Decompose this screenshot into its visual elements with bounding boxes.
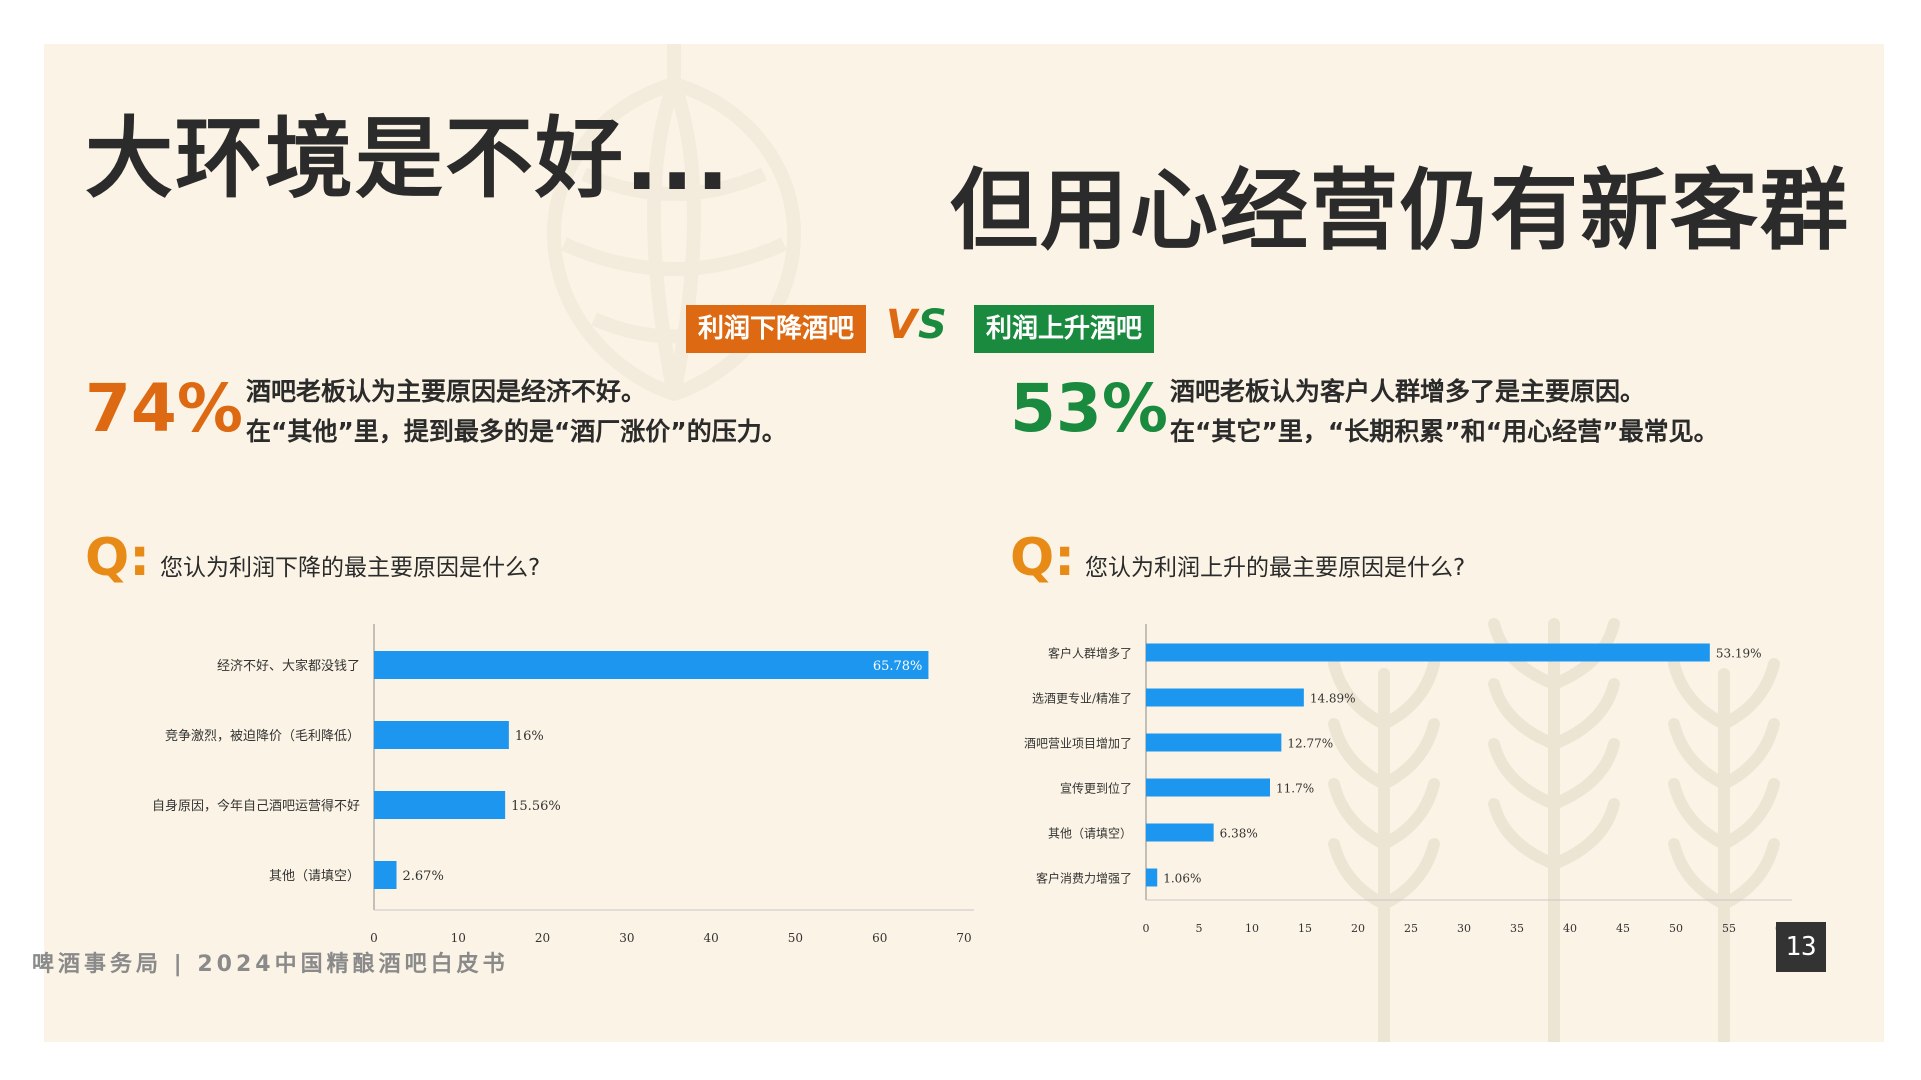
chart-category-label: 其他（请填空）	[1048, 827, 1132, 841]
chart-profit-up: 客户人群增多了 53.19% 选酒更专业/精准了 14.89% 酒吧营业项目增加了 12.…	[1024, 624, 1792, 935]
chart-category-label: 客户人群增多了	[1048, 646, 1132, 661]
title-left: 大环境是不好...	[85, 107, 732, 210]
chart-data-label: 1.06%	[1163, 872, 1201, 886]
chart-data-label: 65.78%	[873, 659, 923, 674]
chart-x-tick-label: 25	[1404, 922, 1418, 935]
slide	[44, 44, 1884, 1042]
chart-x-tick-label: 5	[1196, 922, 1203, 935]
left-desc-line2: 在“其他”里，提到最多的是“酒厂涨价”的压力。	[246, 417, 787, 446]
right-big-percent: 53%	[1010, 370, 1168, 447]
chart-data-label: 12.77%	[1287, 737, 1333, 751]
chart-category-label: 宣传更到位了	[1060, 781, 1132, 796]
right-q-mark: Q:	[1010, 528, 1075, 588]
chart-x-tick-label: 50	[1669, 922, 1683, 935]
right-desc-line1: 酒吧老板认为客户人群增多了是主要原因。	[1170, 377, 1646, 406]
chart-x-tick-label: 10	[1245, 922, 1259, 935]
chart-data-label: 14.89%	[1310, 692, 1356, 706]
right-description: 酒吧老板认为客户人群增多了是主要原因。 在“其它”里，“长期积累”和“用心经营”…	[1170, 372, 1719, 452]
chart-bar	[374, 721, 509, 749]
chart-data-label: 15.56%	[511, 799, 561, 814]
title-right: 但用心经营仍有新客群	[950, 159, 1851, 262]
chart-x-tick-label: 0	[370, 931, 378, 945]
chart-data-label: 2.67%	[403, 869, 444, 884]
vs-v: V	[886, 302, 918, 348]
hop-cone-icon	[547, 44, 801, 401]
left-question: 您认为利润下降的最主要原因是什么?	[160, 555, 541, 581]
chart-x-tick-label: 45	[1616, 922, 1630, 935]
tag-profit-up: 利润上升酒吧	[974, 305, 1155, 353]
chart-data-label: 6.38%	[1220, 827, 1258, 841]
chart-x-tick-label: 0	[1143, 922, 1150, 935]
chart-bar	[1146, 868, 1158, 887]
chart-x-tick-label: 60	[872, 931, 887, 945]
chart-x-tick-label: 30	[1457, 922, 1471, 935]
chart-data-label: 11.7%	[1276, 782, 1314, 796]
chart-category-label: 自身原因，今年自己酒吧运营得不好	[152, 798, 360, 814]
chart-profit-down: 经济不好、大家都没钱了 65.78% 竞争激烈，被迫降价（毛利降低） 16% 自身原因，…	[152, 624, 974, 945]
chart-bar	[374, 791, 506, 819]
chart-bar	[1146, 823, 1214, 842]
left-description: 酒吧老板认为主要原因是经济不好。 在“其他”里，提到最多的是“酒厂涨价”的压力。	[246, 372, 787, 452]
chart-category-label: 经济不好、大家都没钱了	[217, 658, 360, 674]
chart-x-tick-label: 35	[1510, 922, 1524, 935]
chart-x-tick-label: 20	[1351, 922, 1365, 935]
chart-category-label: 竞争激烈，被迫降价（毛利降低）	[165, 728, 360, 744]
chart-x-tick-label: 50	[788, 931, 803, 945]
chart-category-label: 客户消费力增强了	[1036, 871, 1132, 886]
chart-bar	[1146, 733, 1282, 752]
chart-x-tick-label: 20	[535, 931, 550, 945]
left-big-percent: 74%	[85, 370, 243, 447]
chart-bar	[374, 651, 929, 679]
chart-x-tick-label: 55	[1722, 922, 1736, 935]
chart-bar	[1146, 688, 1304, 707]
chart-category-label: 选酒更专业/精准了	[1032, 691, 1132, 706]
right-desc-line2: 在“其它”里，“长期积累”和“用心经营”最常见。	[1170, 417, 1719, 446]
chart-x-tick-label: 15	[1298, 922, 1312, 935]
wheat-icon	[1328, 618, 1780, 1042]
vs-s: S	[917, 302, 948, 348]
chart-bar	[1146, 643, 1710, 662]
page-number: 13	[1776, 922, 1826, 972]
chart-category-label: 其他（请填空）	[269, 869, 360, 884]
right-question: 您认为利润上升的最主要原因是什么?	[1085, 555, 1466, 581]
chart-x-tick-label: 40	[1563, 922, 1577, 935]
chart-x-tick-label: 40	[704, 931, 719, 945]
chart-x-tick-label: 10	[451, 931, 466, 945]
chart-x-tick-label: 70	[956, 931, 971, 945]
footer-text: 啤酒事务局 | 2024中国精酿酒吧白皮书	[32, 952, 509, 977]
chart-x-tick-label: 30	[619, 931, 634, 945]
chart-data-label: 53.19%	[1716, 647, 1762, 661]
left-q-mark: Q:	[85, 528, 150, 588]
vs-mark: VS	[886, 302, 948, 348]
chart-data-label: 16%	[515, 729, 544, 744]
tag-profit-down: 利润下降酒吧	[686, 305, 867, 353]
left-desc-line1: 酒吧老板认为主要原因是经济不好。	[246, 377, 647, 406]
chart-bar	[374, 861, 397, 889]
chart-bar	[1146, 778, 1271, 797]
chart-category-label: 酒吧营业项目增加了	[1024, 737, 1132, 751]
